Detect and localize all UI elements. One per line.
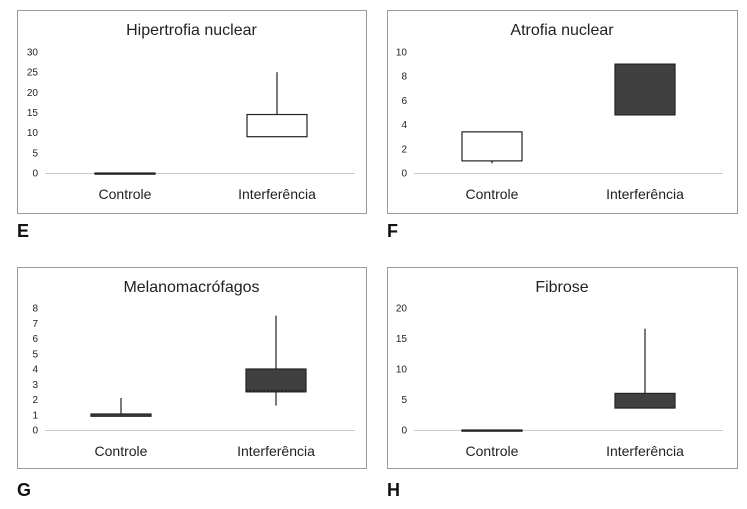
chart-title: Fibrose [535, 279, 588, 296]
box [461, 131, 523, 162]
panel-f: Atrofia nuclear 0 2 4 6 8 10 Controle Interferên… [387, 10, 738, 241]
y-tick-label: 25 [27, 68, 39, 79]
box-plot-controle [461, 429, 523, 432]
box [246, 113, 308, 138]
chart-title: Hipertrofia nuclear [126, 22, 257, 39]
panel-h: Fibrose 0 5 10 15 20 Controle Interferência H [387, 267, 738, 500]
category-label: Controle [99, 186, 152, 202]
y-tick-label: 2 [401, 144, 407, 155]
chart-frame [387, 267, 738, 469]
chart-frame [17, 267, 367, 469]
y-tick-label: 1 [32, 410, 38, 421]
y-tick-label: 15 [396, 334, 408, 345]
y-tick-label: 5 [32, 148, 38, 159]
box [614, 392, 676, 409]
panel-letter: F [387, 221, 398, 241]
y-tick-label: 6 [401, 96, 407, 107]
category-label: Interferência [237, 443, 315, 459]
chart-frame [387, 10, 738, 214]
category-label: Controle [466, 443, 519, 459]
y-tick-label: 30 [27, 48, 39, 59]
box-plot-interferencia [246, 72, 308, 138]
y-tick-label: 7 [32, 319, 38, 330]
category-label: Interferência [606, 443, 684, 459]
y-tick-label: 20 [27, 88, 39, 99]
category-label: Interferência [238, 186, 316, 202]
y-tick-label: 15 [27, 108, 39, 119]
box-plot-interferencia [245, 315, 307, 406]
y-tick-label: 10 [396, 365, 408, 376]
y-tick-label: 0 [32, 426, 38, 437]
y-tick-label: 2 [32, 395, 38, 406]
y-tick-label: 10 [27, 128, 39, 139]
chart-frame [17, 10, 367, 214]
y-tick-label: 8 [32, 304, 38, 315]
category-label: Interferência [606, 186, 684, 202]
chart-title: Melanomacrófagos [123, 279, 259, 296]
box-plot-controle [461, 131, 523, 164]
panel-e: Hipertrofia nuclear 0 5 10 15 20 25 30 Controle I… [17, 10, 367, 241]
y-tick-label: 3 [32, 380, 38, 391]
box-plot-controle [94, 172, 156, 175]
y-tick-label: 4 [401, 120, 407, 131]
panel-letter: G [17, 480, 31, 500]
y-tick-label: 8 [401, 72, 407, 83]
box [461, 429, 523, 432]
box [614, 63, 676, 116]
box [90, 413, 152, 417]
y-tick-label: 6 [32, 334, 38, 345]
panel-g: Melanomacrófagos 0 1 2 3 4 5 6 7 8 Controle Interfe… [17, 267, 367, 500]
y-tick-label: 4 [32, 365, 38, 376]
y-tick-label: 10 [396, 48, 408, 59]
box-plot-controle [90, 397, 152, 417]
box [245, 368, 307, 393]
y-tick-label: 0 [401, 426, 407, 437]
box [94, 172, 156, 175]
box-plot-interferencia [614, 328, 676, 409]
y-tick-label: 20 [396, 304, 408, 315]
y-tick-label: 0 [32, 169, 38, 180]
category-label: Controle [466, 186, 519, 202]
y-tick-label: 5 [32, 349, 38, 360]
chart-title: Atrofia nuclear [510, 22, 614, 39]
y-tick-label: 5 [401, 395, 407, 406]
category-label: Controle [95, 443, 148, 459]
panel-letter: H [387, 480, 400, 500]
y-tick-label: 0 [401, 169, 407, 180]
box-plot-interferencia [614, 63, 676, 116]
panel-letter: E [17, 221, 29, 241]
